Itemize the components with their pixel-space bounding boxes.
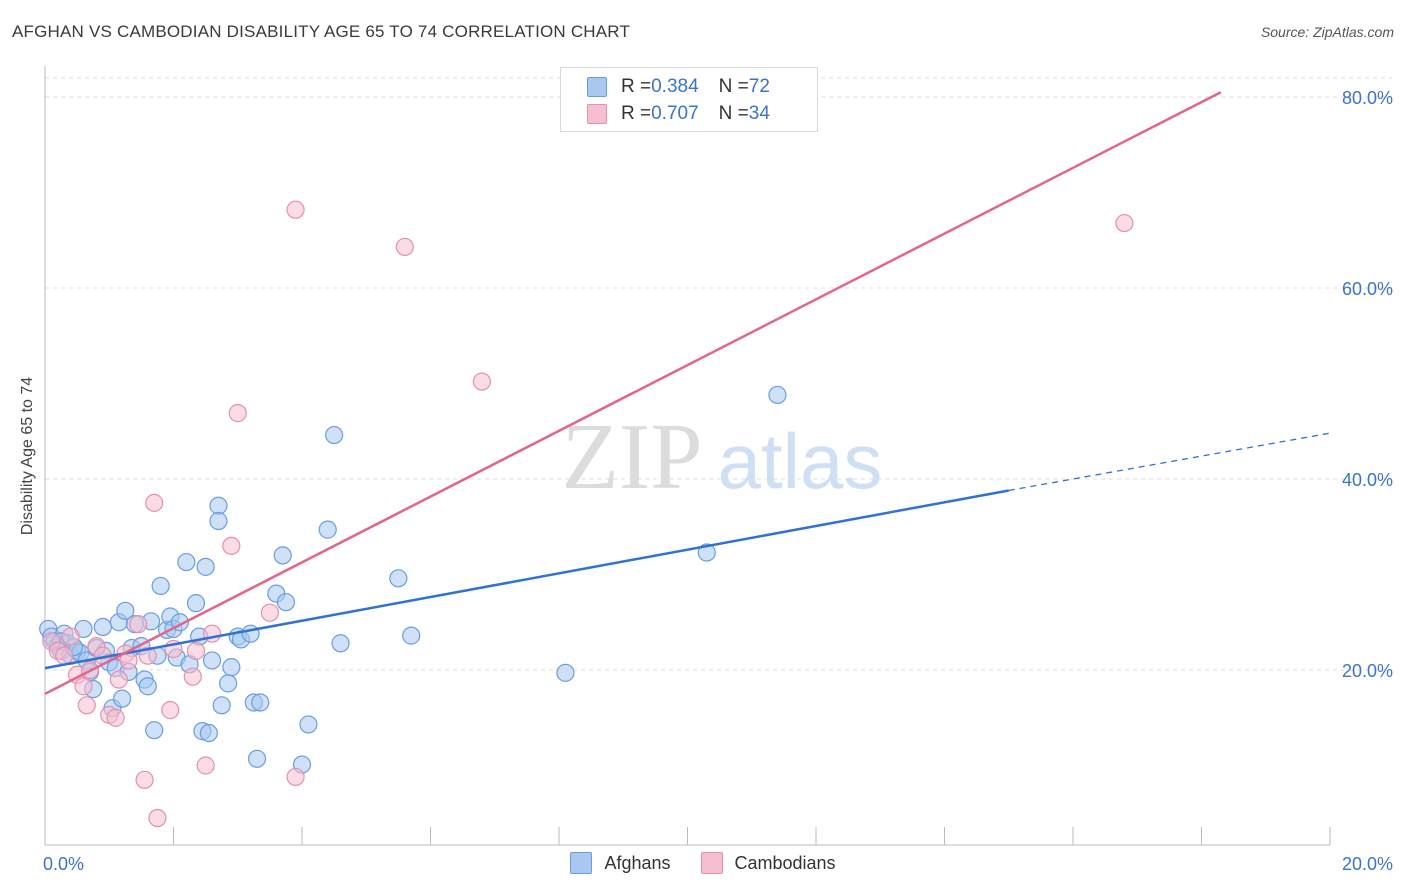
- afghan-point: [196, 557, 215, 576]
- cambodian-point: [138, 646, 157, 665]
- afghan-point: [556, 663, 575, 682]
- afghan-point: [273, 546, 292, 565]
- afghan-point: [325, 425, 344, 445]
- afghan-point: [199, 723, 218, 743]
- cambodian-point: [222, 536, 241, 555]
- cambodian-point: [129, 615, 148, 634]
- cambodian-point: [286, 200, 305, 219]
- n-label: N =: [718, 76, 749, 97]
- afghan-point: [241, 624, 260, 643]
- cambodian-point: [77, 696, 96, 715]
- y-tick-label: 80.0%: [1342, 88, 1393, 108]
- cambodian-point: [55, 646, 74, 665]
- cambodian-point: [106, 708, 125, 727]
- afghan-point: [186, 594, 206, 613]
- afghan-point: [318, 520, 337, 539]
- axes: [44, 66, 1331, 846]
- legend-item-cambodians: Cambodians: [700, 852, 836, 874]
- afghan-point: [222, 658, 241, 677]
- afghan-point: [331, 634, 350, 653]
- afghan-point: [697, 543, 716, 562]
- cambodian-point: [1115, 213, 1134, 233]
- afghans-swatch: [587, 77, 607, 97]
- afghan-point: [299, 715, 318, 734]
- afghan-point: [209, 511, 228, 531]
- watermark-zip: ZIP: [562, 405, 703, 509]
- cambodian-point: [61, 627, 80, 646]
- r-label: R =: [621, 103, 652, 124]
- afghan-point: [145, 721, 164, 740]
- n-label: N =: [718, 103, 749, 124]
- n-value: 34: [748, 103, 770, 124]
- watermark: ZIP atlas: [562, 405, 883, 509]
- cambodian-point: [286, 767, 305, 787]
- source-credit: Source: ZipAtlas.com: [1260, 24, 1394, 40]
- afghan-point: [212, 696, 231, 715]
- series-legend: Afghans Cambodians: [0, 852, 1406, 874]
- afghan-point: [112, 689, 132, 708]
- legend-row-afghans: R = 0.384 N = 72: [587, 75, 770, 99]
- afghans-trend-extension: [1008, 432, 1331, 492]
- cambodian-point: [145, 493, 164, 512]
- cambodian-point: [196, 756, 215, 775]
- cambodian-point: [74, 677, 93, 696]
- afghan-point: [209, 496, 228, 515]
- n-value: 72: [748, 76, 770, 97]
- trend-lines: [44, 91, 1331, 695]
- cambodian-point: [395, 237, 414, 257]
- afghan-point: [177, 552, 196, 572]
- x-tick-label: 0.0%: [43, 854, 84, 874]
- afghans-trend-line: [44, 489, 1009, 670]
- afghan-point: [202, 651, 222, 670]
- cambodian-point: [135, 770, 154, 789]
- legend-row-cambodians: R = 0.707 N = 34: [587, 102, 770, 126]
- cambodians-swatch: [587, 104, 607, 124]
- afghans-swatch: [570, 852, 593, 874]
- afghan-point: [116, 601, 135, 620]
- cambodians-swatch: [700, 852, 723, 874]
- correlation-legend: R = 0.384 N = 72 R = 0.707 N = 34: [560, 67, 818, 132]
- gridlines: [45, 77, 1392, 671]
- afghan-point: [247, 749, 267, 768]
- cambodian-point: [472, 372, 491, 391]
- y-tick-label: 40.0%: [1342, 470, 1393, 490]
- cambodian-point: [228, 404, 247, 423]
- cambodian-point: [109, 670, 128, 689]
- cambodians-trend-line: [44, 91, 1222, 695]
- cambodian-point: [161, 701, 180, 720]
- cambodian-point: [260, 603, 279, 622]
- watermark-atlas: atlas: [718, 417, 883, 505]
- legend-label-afghans: Afghans: [604, 852, 671, 873]
- cambodian-point: [186, 641, 206, 661]
- y-tick-label: 60.0%: [1342, 279, 1393, 299]
- r-value: 0.707: [651, 103, 699, 124]
- cambodian-point: [183, 667, 202, 686]
- legend-label-cambodians: Cambodians: [734, 852, 836, 873]
- legend-item-afghans: Afghans: [570, 852, 671, 874]
- y-tick-label: 20.0%: [1342, 661, 1393, 681]
- afghan-point: [251, 693, 270, 712]
- afghan-point: [93, 617, 112, 637]
- afghan-point: [151, 576, 170, 596]
- afghan-point: [138, 677, 157, 696]
- afghan-point: [276, 593, 296, 612]
- r-label: R =: [621, 76, 652, 97]
- x-tick-label: 20.0%: [1342, 854, 1393, 874]
- afghan-point: [768, 385, 787, 405]
- cambodian-point: [148, 808, 167, 828]
- afghan-point: [389, 569, 408, 588]
- chart-title: AFGHAN VS CAMBODIAN DISABILITY AGE 65 TO…: [12, 22, 631, 41]
- tick-labels: 20.0% 40.0% 60.0% 80.0% 0.0% 20.0%: [43, 88, 1393, 874]
- r-value: 0.384: [651, 76, 699, 97]
- afghan-point: [219, 674, 238, 693]
- afghan-point: [402, 626, 421, 645]
